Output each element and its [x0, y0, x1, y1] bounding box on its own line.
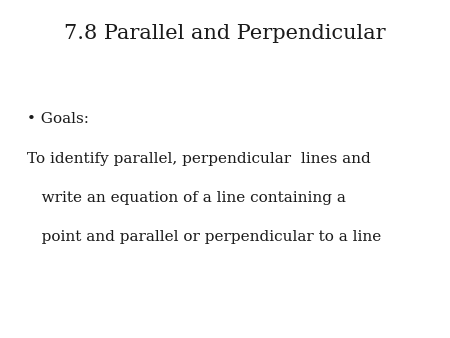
Text: • Goals:: • Goals: [27, 112, 89, 125]
Text: write an equation of a line containing a: write an equation of a line containing a [27, 191, 346, 205]
Text: 7.8 Parallel and Perpendicular: 7.8 Parallel and Perpendicular [64, 24, 386, 43]
Text: point and parallel or perpendicular to a line: point and parallel or perpendicular to a… [27, 230, 381, 244]
Text: To identify parallel, perpendicular  lines and: To identify parallel, perpendicular line… [27, 152, 371, 166]
